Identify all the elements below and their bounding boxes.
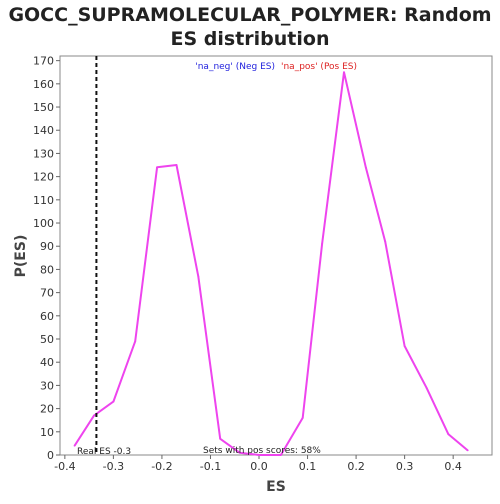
y-tick-label: 130: [33, 147, 54, 160]
data-point: [403, 345, 406, 347]
y-tick-label: 160: [33, 78, 54, 91]
data-point: [112, 400, 115, 403]
x-tick-label: -0.3: [103, 460, 124, 473]
data-point: [93, 414, 95, 417]
pos-scores-annotation: Sets with pos scores: 58%: [203, 446, 321, 456]
real-es-label: Real ES -0.3: [77, 447, 131, 457]
data-point: [301, 416, 304, 419]
x-tick-label: 0.3: [396, 460, 414, 473]
x-tick-label: -0.1: [200, 460, 221, 473]
y-tick-label: 30: [40, 379, 54, 392]
data-point: [73, 444, 76, 447]
y-tick-label: 70: [40, 287, 54, 300]
legend-entry-neg: 'na_neg' (Neg ES): [195, 62, 275, 72]
data-point: [156, 166, 158, 169]
chart-title-line-2: ES distribution: [171, 28, 330, 50]
y-tick-label: 60: [40, 310, 54, 323]
y-tick-label: 150: [33, 101, 54, 114]
data-point: [238, 451, 241, 454]
x-tick-label: 0.2: [347, 460, 365, 473]
y-tick-label: 80: [40, 263, 54, 276]
data-point: [321, 243, 324, 245]
x-axis-ticks: -0.4 -0.3 -0.2 -0.1 0.0 0.1 0.2 0.3 0.4: [54, 455, 462, 473]
x-tick-label: 0.4: [444, 460, 462, 473]
data-point: [466, 449, 469, 452]
y-axis-label: P(ES): [13, 235, 29, 278]
data-point: [447, 433, 450, 436]
data-point: [279, 454, 282, 456]
data-point: [364, 166, 367, 169]
y-tick-label: 100: [33, 217, 54, 230]
plot-frame: [59, 55, 493, 456]
data-point: [219, 437, 222, 440]
x-tick-label: -0.2: [151, 460, 172, 473]
x-axis-label: ES: [266, 479, 286, 495]
series-layer: [73, 71, 469, 456]
plot-area: [59, 55, 493, 456]
data-point: [134, 340, 137, 343]
y-tick-label: 10: [40, 426, 54, 439]
y-tick-label: 50: [40, 333, 54, 346]
y-tick-label: 110: [33, 194, 54, 207]
data-point: [258, 454, 260, 456]
y-tick-label: 0: [47, 449, 54, 462]
data-point: [425, 386, 428, 389]
data-point: [343, 71, 345, 74]
y-tick-label: 40: [40, 356, 54, 369]
data-point: [384, 240, 387, 243]
y-axis-ticks: 0 10 20 30 40 50 60 70 80 90 100 110 120 130 140 150 160…: [33, 55, 60, 462]
x-tick-label: 0.0: [250, 460, 268, 473]
data-point: [175, 164, 178, 166]
y-tick-label: 90: [40, 240, 54, 253]
data-point: [197, 275, 200, 278]
y-tick-label: 20: [40, 403, 54, 416]
legend-entry-pos: 'na_pos' (Pos ES): [281, 62, 357, 72]
series-line: [73, 71, 469, 456]
y-tick-label: 170: [33, 55, 54, 68]
x-tick-label: 0.1: [299, 460, 317, 473]
y-tick-label: 140: [33, 124, 54, 137]
chart-title-line-1: GOCC_SUPRAMOLECULAR_POLYMER: Random: [8, 4, 491, 26]
x-tick-label: -0.4: [54, 460, 75, 473]
y-tick-label: 120: [33, 171, 54, 184]
